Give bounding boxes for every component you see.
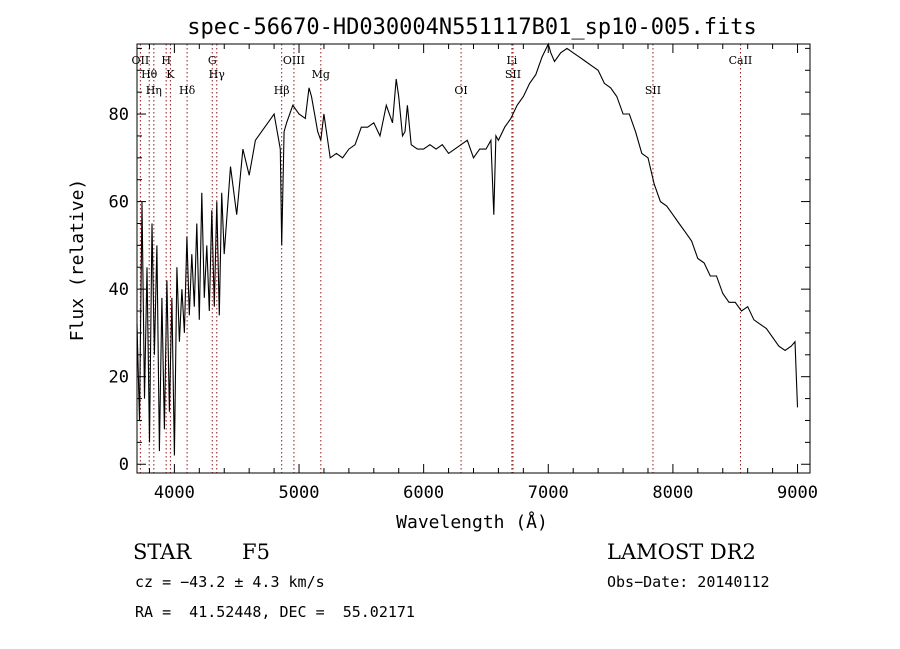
chart-title: spec-56670-HD030004N551117B01_sp10-005.f…	[187, 15, 757, 40]
y-axis-label: Flux (relative)	[67, 179, 88, 342]
y-tick-label: 80	[109, 105, 129, 125]
survey-name: LAMOST DR2	[607, 540, 756, 564]
y-tick-label: 0	[119, 455, 129, 475]
spectral-line-label: OIII	[283, 54, 305, 67]
y-tick-label: 20	[109, 368, 129, 388]
spectral-line-label: Hδ	[179, 84, 196, 97]
spectral-line-label: Mg	[312, 68, 330, 81]
x-tick-label: 9000	[777, 483, 818, 503]
observation-date: Obs−Date: 20140112	[607, 573, 770, 591]
sky-coordinates: RA = 41.52448, DEC = 55.02171	[135, 603, 415, 621]
flux-series-line	[136, 42, 799, 456]
spectral-line-label: G	[208, 54, 217, 67]
spectral-line-label: SII	[505, 68, 521, 81]
x-axis-ticks: 4000 5000 6000 7000 8000 9000	[148, 44, 818, 503]
spectral-line-label: OI	[454, 84, 467, 97]
spectral-line-label: Hθ	[141, 68, 158, 81]
spectral-line-label: OII	[132, 54, 150, 67]
spectral-line-label: K	[166, 68, 175, 81]
x-tick-label: 8000	[652, 483, 693, 503]
y-tick-label: 40	[109, 280, 129, 300]
plot-frame	[136, 43, 811, 474]
spectral-lines	[139, 44, 741, 473]
x-tick-label: 6000	[403, 483, 444, 503]
x-tick-label: 5000	[279, 483, 320, 503]
spectral-line-label: Hγ	[209, 68, 226, 81]
spectral-subclass: F5	[242, 540, 270, 564]
spectral-line-label: Hη	[146, 84, 162, 97]
spectral-line-label: Li	[506, 54, 517, 67]
spectral-line-label: SII	[645, 84, 661, 97]
spectral-line-label: Hβ	[274, 84, 290, 97]
y-tick-label: 60	[109, 193, 129, 213]
x-axis-label: Wavelength (Å)	[396, 511, 548, 533]
x-tick-label: 4000	[154, 483, 195, 503]
x-tick-label: 7000	[528, 483, 569, 503]
redshift-cz: cz = −43.2 ± 4.3 km/s	[135, 573, 325, 591]
object-type: STAR	[133, 540, 192, 564]
spectral-line-label: H	[161, 54, 171, 67]
y-axis-ticks: 0 20 40 60 80	[109, 47, 810, 475]
spectral-line-label: CaII	[729, 54, 753, 67]
